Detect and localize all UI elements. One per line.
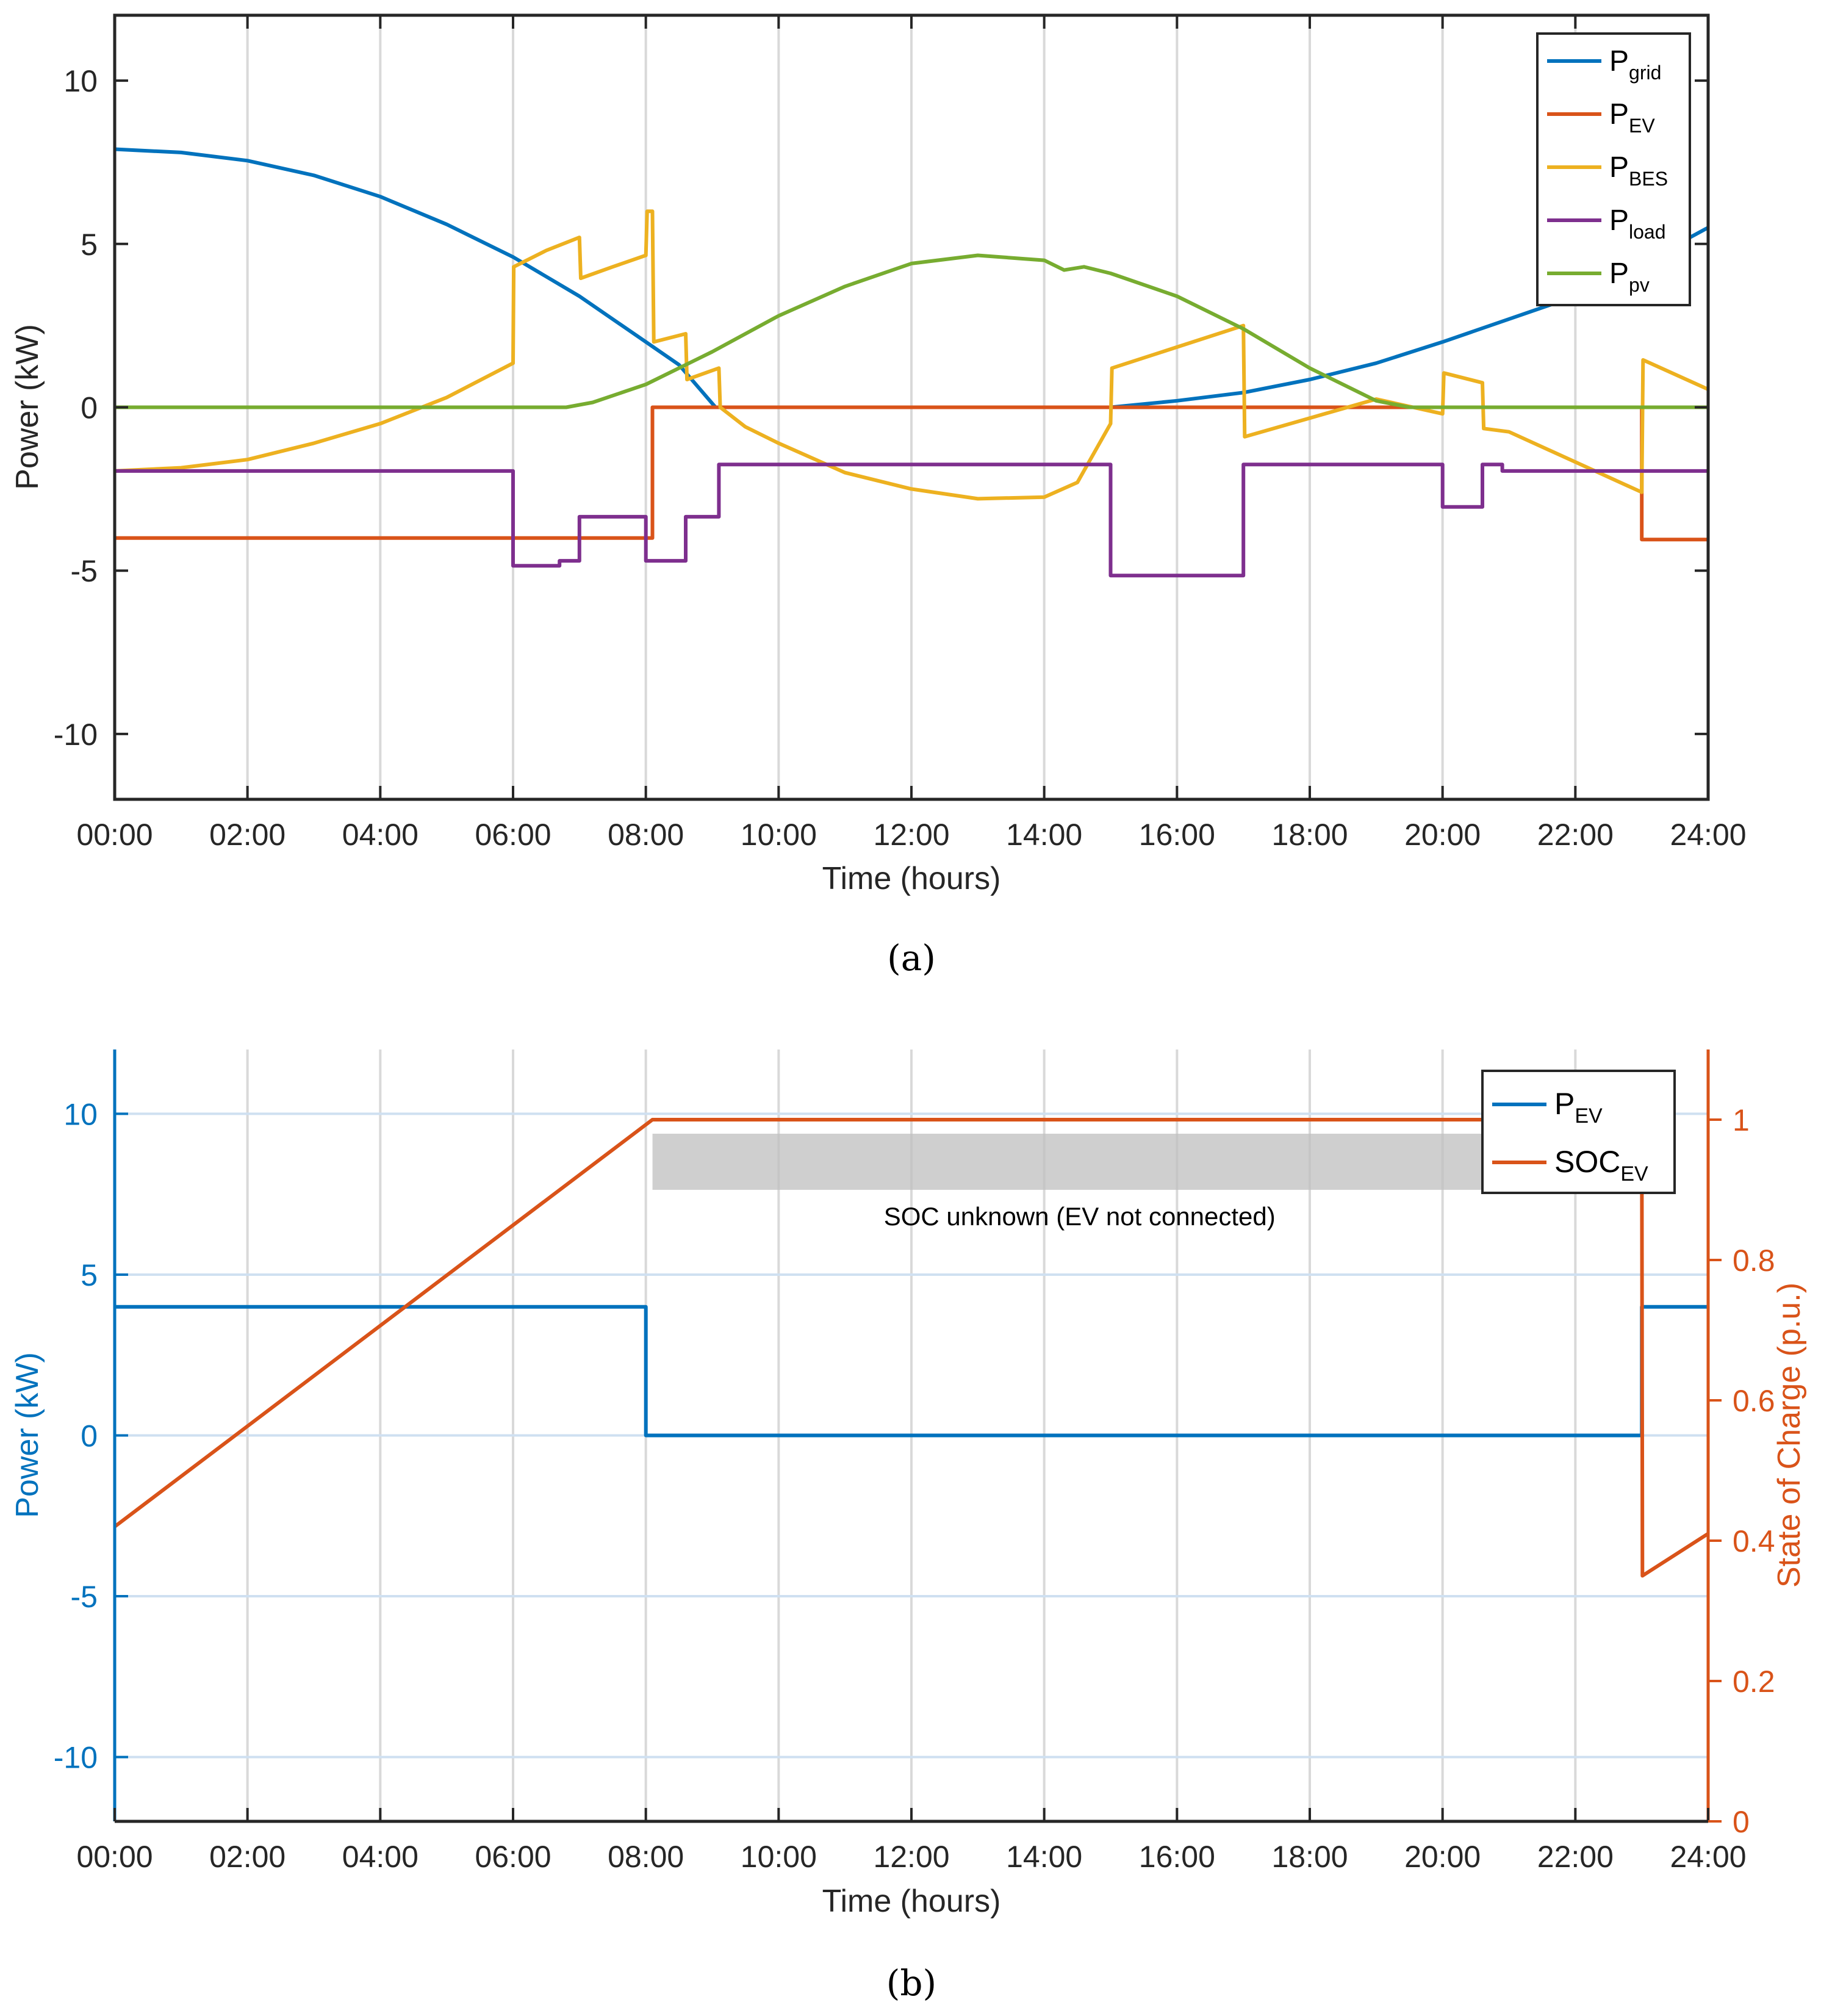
x-tick-label: 04:00 [342, 1840, 418, 1874]
chart-b-x-axis-title: Time (hours) [822, 1884, 1001, 1919]
x-tick-label: 14:00 [1006, 1840, 1082, 1874]
x-tick-label: 18:00 [1271, 818, 1348, 852]
chart-a-x-ticks: 00:00 02:00 04:00 06:00 08:00 10:00 12:00 14:00… [76, 15, 1747, 852]
chart-a: 00:00 02:00 04:00 06:00 08:00 10:00 12:00 14:00… [10, 13, 1747, 979]
series-line-p-pv [115, 253, 1708, 409]
x-tick-label: 22:00 [1537, 1840, 1614, 1874]
x-tick-label: 16:00 [1139, 1840, 1215, 1874]
y-tick-label: 5 [81, 1258, 98, 1292]
x-tick-label: 24:00 [1670, 1840, 1746, 1874]
x-tick-label: 24:00 [1670, 818, 1746, 852]
x-tick-label: 18:00 [1271, 1840, 1348, 1874]
chart-b-legend-box [1481, 1070, 1676, 1194]
y-tick-label: -5 [71, 554, 98, 588]
chart-a-legend-box [1536, 32, 1691, 306]
x-tick-label: 06:00 [475, 1840, 551, 1874]
y2-tick-label: 1 [1733, 1103, 1750, 1137]
y-tick-label: -5 [71, 1580, 98, 1614]
x-tick-label: 20:00 [1404, 818, 1481, 852]
chart-b-panel-label: (b) [886, 1962, 936, 2004]
y-tick-label: 0 [81, 1419, 98, 1453]
legend-label: SOCEV [1554, 1145, 1648, 1186]
x-tick-label: 14:00 [1006, 818, 1082, 852]
legend-label: Ppv [1609, 257, 1650, 296]
series-line-p-load [115, 463, 1708, 578]
y2-tick-label: 0.4 [1733, 1524, 1775, 1558]
x-tick-label: 16:00 [1139, 818, 1215, 852]
x-tick-label: 02:00 [209, 1840, 286, 1874]
y-tick-label: 10 [63, 64, 98, 98]
legend-label: Pload [1609, 204, 1666, 243]
x-tick-label: 10:00 [741, 1840, 817, 1874]
y-tick-label: 10 [63, 1097, 98, 1131]
x-tick-label: 20:00 [1404, 1840, 1481, 1874]
x-tick-label: 22:00 [1537, 818, 1614, 852]
chart-a-x-axis-title: Time (hours) [822, 861, 1001, 896]
chart-a-series [114, 147, 1709, 578]
x-tick-label: 10:00 [741, 818, 817, 852]
chart-b-y2-ticks: 0 0.2 0.4 0.6 0.8 1 [1708, 1103, 1775, 1839]
chart-a-y-axis-title: Power (kW) [10, 324, 45, 490]
y2-tick-label: 0.2 [1733, 1665, 1775, 1699]
y2-tick-label: 0 [1733, 1805, 1750, 1839]
x-tick-label: 08:00 [608, 1840, 684, 1874]
chart-a-y-ticks: -10 -5 0 5 10 [54, 64, 1708, 752]
x-tick-label: 02:00 [209, 818, 286, 852]
chart-b-x-ticks: 00:00 02:00 04:00 06:00 08:00 10:00 12:00 14:00… [76, 1808, 1747, 1874]
y-tick-label: 0 [81, 391, 98, 425]
series-line-p-bes [114, 209, 1709, 501]
chart-b-y2-axis-title: State of Charge (p.u.) [1772, 1283, 1807, 1588]
chart-b-annotation: SOC unknown (EV not connected) [884, 1202, 1276, 1231]
chart-b-legend: PEV SOCEV [1481, 1070, 1676, 1194]
y-tick-label: -10 [54, 718, 98, 752]
y-tick-label: -10 [54, 1741, 98, 1775]
chart-b-soc-unknown-region [652, 1134, 1482, 1190]
y2-tick-label: 0.8 [1733, 1244, 1775, 1278]
chart-b: 00:00 02:00 04:00 06:00 08:00 10:00 12:00 14:00… [10, 1049, 1807, 2004]
x-tick-label: 12:00 [873, 818, 949, 852]
chart-a-panel-label: (a) [887, 937, 936, 979]
x-tick-label: 06:00 [475, 818, 551, 852]
y-tick-label: 5 [81, 228, 98, 262]
legend-label: PEV [1554, 1087, 1603, 1128]
x-tick-label: 12:00 [873, 1840, 949, 1874]
legend-label: PBES [1609, 151, 1668, 190]
chart-a-legend: Pgrid PEV PBES Pload Ppv [1536, 32, 1691, 306]
chart-b-y-ticks: -10 -5 0 5 10 [54, 1097, 128, 1775]
x-tick-label: 00:00 [76, 818, 153, 852]
x-tick-label: 04:00 [342, 818, 418, 852]
chart-b-y-axis-title: Power (kW) [10, 1352, 45, 1518]
series-line-p-ev [115, 405, 1708, 542]
x-tick-label: 08:00 [608, 818, 684, 852]
series-line-p-ev [115, 1305, 1708, 1438]
legend-label: PEV [1609, 98, 1655, 137]
y2-tick-label: 0.6 [1733, 1384, 1775, 1418]
legend-label: Pgrid [1609, 45, 1661, 84]
x-tick-label: 00:00 [76, 1840, 153, 1874]
